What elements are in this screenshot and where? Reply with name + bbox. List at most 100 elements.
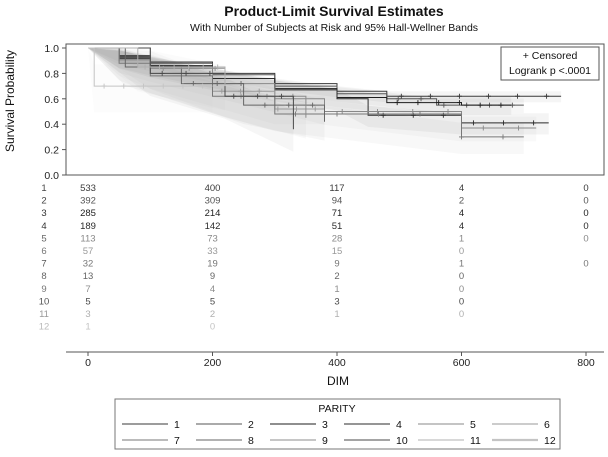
logrank-label: Logrank p <.0001	[509, 65, 591, 77]
x-tick-label: 600	[453, 357, 471, 369]
y-tick-label: 0.8	[44, 68, 59, 80]
risk-count: 33	[207, 246, 218, 257]
legend-item-6: 6	[492, 419, 550, 431]
censor-mark	[171, 64, 177, 70]
series-11	[88, 47, 226, 87]
risk-count: 0	[583, 221, 588, 232]
censor-mark	[286, 102, 292, 108]
censor-mark	[501, 120, 507, 126]
legend-item-9: 9	[270, 435, 328, 447]
risk-count: 57	[83, 246, 94, 257]
censor-mark	[516, 125, 522, 131]
legend-label: 2	[248, 419, 254, 431]
censor-mark	[418, 96, 424, 102]
censor-mark	[231, 93, 237, 99]
risk-count: 2	[210, 309, 215, 320]
risk-count: 13	[83, 271, 94, 282]
risk-count: 5	[210, 296, 215, 307]
y-tick-label: 1.0	[44, 43, 59, 55]
band-8	[88, 48, 325, 141]
risk-count: 0	[459, 246, 464, 257]
risk-count: 0	[459, 309, 464, 320]
risk-count: 3	[85, 309, 90, 320]
risk-count: 2	[334, 271, 339, 282]
risk-count: 0	[459, 296, 464, 307]
risk-row-label: 3	[41, 208, 46, 219]
censor-mark	[255, 93, 261, 99]
x-tick-label: 200	[204, 357, 222, 369]
censor-mark	[186, 64, 192, 70]
legend-item-5: 5	[418, 419, 476, 431]
censor-mark	[459, 134, 464, 140]
censor-mark	[160, 83, 166, 89]
risk-count: 1	[334, 309, 339, 320]
censor-mark	[141, 83, 147, 89]
censor-mark	[470, 120, 476, 126]
y-tick-label: 0.0	[44, 170, 59, 182]
censor-mark	[238, 88, 244, 94]
censor-mark	[500, 134, 506, 140]
censor-mark	[238, 81, 244, 87]
censor-mark	[498, 102, 504, 108]
risk-count: 285	[80, 208, 96, 219]
censor-mark	[278, 93, 284, 99]
censor-mark	[101, 83, 107, 89]
censor-mark	[310, 102, 316, 108]
risk-count: 7	[85, 284, 90, 295]
risk-count: 4	[210, 284, 215, 295]
curve-8	[88, 47, 325, 122]
band-4	[88, 48, 549, 135]
risk-count: 28	[332, 233, 343, 244]
risk-count: 189	[80, 221, 96, 232]
censor-mark	[395, 96, 401, 102]
legend-label: 8	[248, 435, 254, 447]
risk-count: 533	[80, 183, 96, 194]
legend-label: 7	[174, 435, 180, 447]
censor-mark	[207, 70, 213, 76]
legend-item-8: 8	[196, 435, 254, 447]
legend-item-12: 12	[492, 435, 556, 447]
legend-label: 6	[544, 419, 550, 431]
risk-count: 0	[459, 271, 464, 282]
band-3	[88, 48, 512, 115]
risk-row-label: 11	[39, 309, 49, 320]
band-9	[88, 48, 306, 139]
y-tick-label: 0.6	[44, 94, 59, 106]
x-tick-label: 800	[577, 357, 595, 369]
risk-count: 0	[459, 284, 464, 295]
plot-frame	[65, 43, 605, 176]
y-tick-label: 0.4	[44, 119, 59, 131]
y-tick-label: 0.2	[44, 145, 59, 157]
risk-count: 19	[207, 259, 218, 270]
inset-box: + Censored Logrank p <.0001	[500, 46, 600, 81]
at-risk-table: 1 533 400 117 4 02 392 309 94 2 03 285 214 71 4 04 189 14…	[39, 183, 589, 333]
censor-mark	[214, 81, 220, 87]
censor-mark	[427, 93, 433, 99]
censor-mark	[544, 93, 550, 99]
censor-mark	[142, 64, 148, 70]
risk-row-label: 1	[41, 183, 46, 194]
legend-item-2: 2	[196, 419, 254, 431]
x-tick-label: 400	[328, 357, 346, 369]
censor-mark	[159, 70, 165, 76]
censor-mark	[531, 120, 537, 126]
risk-count: 94	[332, 196, 343, 207]
x-axis-label: DIM	[327, 374, 349, 388]
legend-item-7: 7	[122, 435, 180, 447]
censor-mark	[374, 109, 380, 114]
censor-mark	[339, 109, 345, 114]
risk-count: 9	[210, 271, 215, 282]
censor-mark	[398, 93, 404, 99]
censor-mark	[394, 100, 400, 106]
risk-count: 71	[332, 208, 343, 219]
series-12	[88, 47, 213, 89]
risk-count: 113	[80, 233, 95, 244]
risk-row-label: 5	[41, 233, 46, 244]
risk-count: 32	[83, 259, 94, 270]
legend-item-1: 1	[122, 419, 180, 431]
legend-item-11: 11	[418, 435, 481, 447]
censor-mark	[180, 83, 186, 89]
censor-mark	[219, 88, 225, 94]
legend-label: 9	[322, 435, 328, 447]
curve-11	[88, 47, 226, 87]
